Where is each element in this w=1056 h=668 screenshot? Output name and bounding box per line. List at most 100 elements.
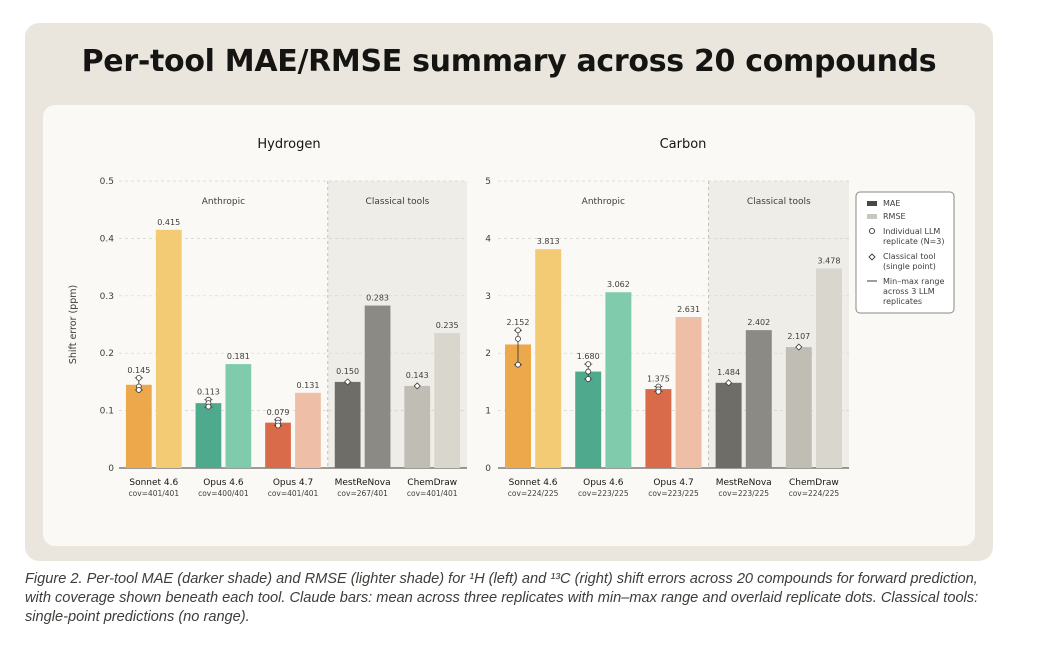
hydrogen-rmse-value-label: 0.415	[157, 218, 180, 227]
hydrogen-replicate-dot	[275, 422, 281, 429]
carbon-mae-bar	[715, 382, 742, 468]
carbon-rmse-bar	[675, 316, 702, 468]
hydrogen-y-tick-label: 0.3	[100, 292, 114, 302]
carbon-category-label: Opus 4.7	[653, 478, 693, 488]
legend-range-label-1: Min–max range	[883, 277, 945, 286]
carbon-category-label: Sonnet 4.6	[509, 478, 558, 488]
legend-mae-swatch	[867, 201, 877, 206]
hydrogen-category-label: ChemDraw	[407, 478, 457, 488]
carbon-classical-point	[795, 343, 803, 351]
hydrogen-rmse-bar	[434, 333, 461, 468]
carbon-mae-value-label: 2.152	[507, 318, 530, 327]
legend-box	[855, 191, 955, 314]
hydrogen-rmse-bar	[155, 229, 182, 468]
hydrogen-replicate-dot	[135, 387, 142, 393]
hydrogen-chart: 0 0.1 0.2 0.3 0.4 0.5 Hydrogen Shift error (ppm…	[68, 137, 467, 498]
hydrogen-mae-bar	[125, 384, 152, 468]
carbon-rmse-bar	[745, 330, 772, 468]
carbon-rmse-bar	[816, 268, 842, 468]
hydrogen-coverage-label: cov=400/401	[198, 489, 249, 498]
legend-mae-label: MAE	[883, 199, 900, 208]
carbon-chart: 0 1 2 3 4 5 Carbon Anthropic Classical tools 2.15…	[485, 137, 849, 498]
hydrogen-coverage-label: cov=267/401	[337, 489, 388, 498]
carbon-replicate-dot	[655, 388, 662, 395]
hydrogen-mae-bar	[195, 403, 222, 468]
legend-classical-label-2: (single point)	[883, 262, 936, 271]
carbon-rmse-bar	[605, 292, 632, 468]
carbon-y-tick-label: 2	[485, 349, 491, 359]
carbon-classical-point	[725, 379, 733, 387]
carbon-mae-value-label: 2.107	[787, 332, 810, 341]
hydrogen-y-tick-label: 0.4	[100, 234, 115, 244]
carbon-mae-value-label: 1.375	[647, 374, 670, 383]
hydrogen-rmse-value-label: 0.283	[366, 294, 389, 303]
charts-svg: 0 0.1 0.2 0.3 0.4 0.5 Hydrogen Shift error (ppm…	[68, 137, 955, 498]
carbon-mae-bar	[785, 347, 812, 468]
carbon-rmse-value-label: 3.478	[818, 256, 841, 265]
hydrogen-replicate-dot	[135, 374, 142, 381]
carbon-y-tick-label: 3	[485, 292, 491, 302]
carbon-replicate-dot	[585, 361, 592, 368]
legend-rmse-swatch	[867, 214, 877, 219]
hydrogen-rmse-value-label: 0.131	[297, 381, 320, 390]
carbon-coverage-label: cov=223/225	[648, 489, 699, 498]
carbon-y-tick-label: 0	[485, 464, 491, 474]
hydrogen-group-label-anthropic: Anthropic	[202, 197, 245, 207]
legend: MAE RMSE Individual LLM replicate (N=3) …	[855, 191, 955, 314]
carbon-mae-bar	[575, 371, 602, 468]
page-title: Per-tool MAE/RMSE summary across 20 comp…	[81, 44, 937, 79]
carbon-replicate-dot	[585, 368, 592, 375]
legend-range-label-3: replicates	[883, 297, 922, 306]
hydrogen-rmse-bar	[364, 305, 391, 468]
carbon-y-tick-label: 4	[485, 234, 491, 244]
carbon-rmse-value-label: 2.631	[677, 305, 700, 314]
hydrogen-rmse-bar	[295, 392, 321, 468]
carbon-category-label: MestReNova	[716, 478, 772, 488]
hydrogen-coverage-label: cov=401/401	[268, 489, 319, 498]
hydrogen-mae-value-label: 0.150	[336, 367, 359, 376]
hydrogen-classical-point	[413, 382, 421, 390]
hydrogen-rmse-bar	[225, 364, 252, 468]
hydrogen-mae-bar	[404, 385, 431, 468]
hydrogen-coverage-label: cov=401/401	[407, 489, 458, 498]
carbon-rmse-value-label: 3.813	[537, 237, 560, 246]
hydrogen-y-tick-label: 0.5	[100, 177, 114, 187]
hydrogen-classical-point	[344, 378, 352, 386]
hydrogen-category-label: Sonnet 4.6	[129, 478, 178, 488]
legend-range-label-2: across 3 LLM	[883, 287, 935, 296]
carbon-rmse-value-label: 3.062	[607, 280, 630, 289]
carbon-replicate-dot	[515, 327, 521, 334]
hydrogen-rmse-value-label: 0.181	[227, 352, 250, 361]
legend-individual-label-1: Individual LLM	[883, 227, 940, 236]
hydrogen-category-label: Opus 4.7	[273, 478, 313, 488]
hydrogen-mae-bar	[334, 381, 361, 468]
hydrogen-mae-value-label: 0.079	[267, 408, 290, 417]
carbon-category-label: Opus 4.6	[583, 478, 624, 488]
chart-panel: 0 0.1 0.2 0.3 0.4 0.5 Hydrogen Shift error (ppm…	[43, 105, 975, 546]
hydrogen-replicate-dot	[205, 403, 212, 410]
carbon-replicate-dot	[585, 376, 592, 382]
hydrogen-y-tick-label: 0.2	[100, 349, 114, 359]
carbon-replicate-dot	[515, 361, 521, 368]
legend-individual-label-2: replicate (N=3)	[883, 237, 944, 246]
hydrogen-mae-value-label: 0.113	[197, 388, 220, 397]
carbon-mae-value-label: 1.484	[717, 368, 740, 377]
legend-diamond-icon	[868, 253, 876, 261]
hydrogen-coverage-label: cov=401/401	[129, 489, 180, 498]
carbon-coverage-label: cov=224/225	[508, 489, 559, 498]
hydrogen-y-tick-label: 0.1	[100, 407, 114, 417]
hydrogen-rmse-value-label: 0.235	[436, 321, 459, 330]
legend-rmse-label: RMSE	[883, 212, 906, 221]
carbon-coverage-label: cov=223/225	[578, 489, 629, 498]
hydrogen-category-label: Opus 4.6	[203, 478, 244, 488]
figure-caption: Figure 2. Per-tool MAE (darker shade) an…	[25, 571, 979, 625]
hydrogen-mae-bar	[265, 422, 291, 468]
hydrogen-mae-value-label: 0.145	[127, 366, 150, 375]
carbon-rmse-value-label: 2.402	[747, 318, 770, 327]
hydrogen-y-axis-label: Shift error (ppm)	[68, 285, 79, 364]
carbon-category-label: ChemDraw	[789, 478, 839, 488]
legend-replicate-dot-icon	[868, 227, 876, 235]
carbon-chart-title: Carbon	[660, 137, 707, 152]
carbon-mae-value-label: 1.680	[577, 352, 600, 361]
carbon-coverage-label: cov=224/225	[789, 489, 840, 498]
